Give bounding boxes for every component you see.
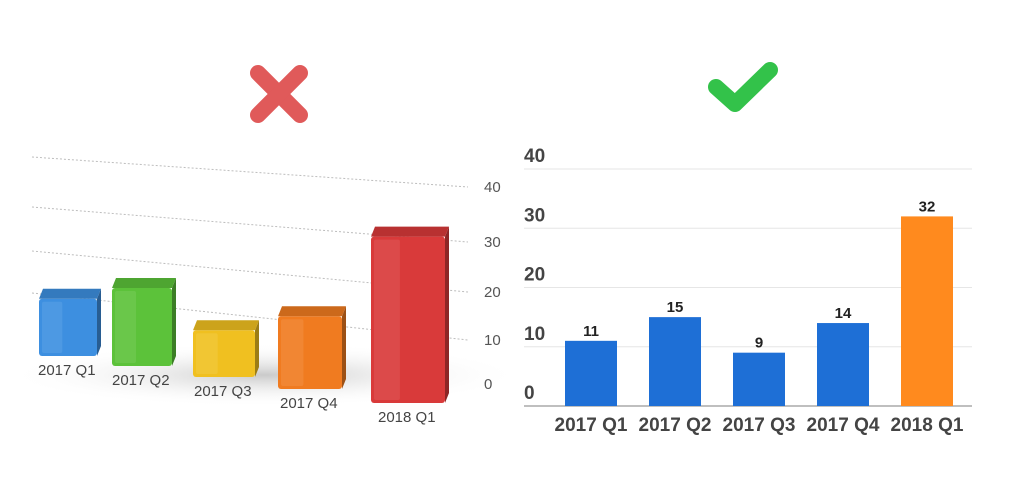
- bad-y-tick-label: 0: [484, 376, 492, 393]
- bad-x-category-label: 2017 Q2: [112, 372, 170, 389]
- good-x-category-label: 2017 Q2: [639, 415, 712, 436]
- good-x-category-label: 2017 Q3: [723, 415, 796, 436]
- bad-x-category-label: 2017 Q4: [280, 395, 338, 412]
- good-y-tick-label: 30: [524, 205, 545, 226]
- good-flat-bar-chart: 0 10 20 30 40 11 2017 Q1 15 2017 Q2 9 2017 Q3 14 201…: [524, 146, 972, 436]
- bad-bar: [112, 278, 176, 366]
- good-bar: [649, 317, 701, 406]
- bad-y-tick-label: 10: [484, 332, 501, 349]
- good-data-label: 9: [755, 335, 763, 352]
- checkmark-icon: [708, 62, 778, 112]
- good-data-label: 15: [667, 299, 684, 316]
- bad-gridline: [31, 156, 469, 188]
- good-data-label: 14: [835, 305, 852, 322]
- bad-3d-bar-chart: 0 10 20 30 40 2017 Q1 2017 Q2 2017 Q3 2017 Q4 201…: [31, 156, 501, 426]
- good-y-tick-label: 10: [524, 324, 545, 345]
- bad-x-category-label: 2018 Q1: [378, 409, 436, 426]
- bad-bar: [371, 226, 449, 403]
- good-x-category-label: 2017 Q4: [807, 415, 880, 436]
- bad-y-tick-label: 20: [484, 284, 501, 301]
- good-y-tick-label: 40: [524, 146, 545, 167]
- cross-icon: [250, 65, 308, 123]
- bad-bar: [278, 306, 346, 389]
- bad-y-tick-label: 40: [484, 179, 501, 196]
- bad-x-category-label: 2017 Q1: [38, 362, 96, 379]
- good-bar: [733, 352, 785, 406]
- good-x-category-label: 2018 Q1: [891, 415, 964, 436]
- good-data-label: 11: [583, 323, 599, 340]
- bad-x-category-label: 2017 Q3: [194, 383, 252, 400]
- good-y-tick-label: 0: [524, 383, 535, 404]
- good-bar: [817, 323, 869, 406]
- bad-bar: [39, 288, 101, 356]
- good-y-tick-label: 20: [524, 265, 545, 286]
- bad-bar: [193, 320, 259, 377]
- good-bar: [565, 340, 617, 406]
- bad-y-tick-label: 30: [484, 234, 501, 251]
- good-x-category-label: 2017 Q1: [555, 415, 628, 436]
- good-bar: [901, 216, 953, 406]
- good-data-label: 32: [919, 198, 936, 215]
